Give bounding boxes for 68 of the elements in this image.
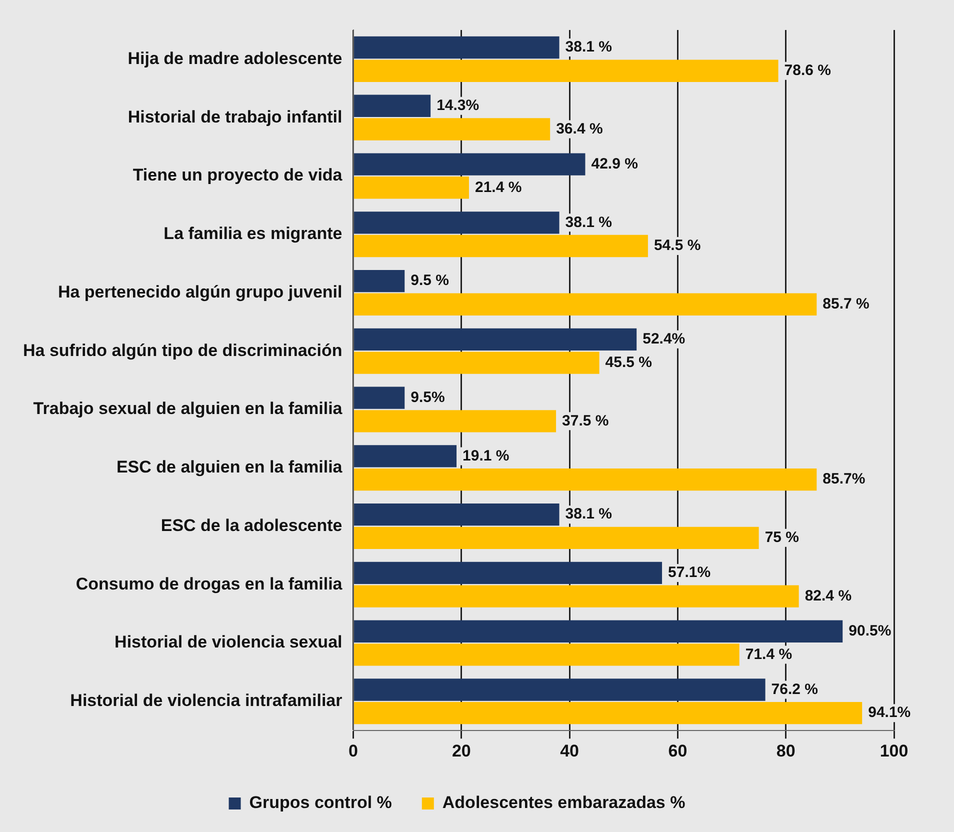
data-label: 71.4 %	[745, 646, 792, 663]
bar	[354, 293, 817, 316]
bar	[354, 526, 759, 550]
y-tick-label: La familia es migrante	[164, 224, 342, 244]
bar	[354, 702, 862, 724]
data-label: 19.1 %	[462, 447, 510, 464]
x-tick-label: 60	[668, 741, 688, 760]
bar	[354, 410, 556, 432]
data-label: 9.5 %	[410, 272, 449, 290]
y-tick-label: Historial de trabajo infantil	[128, 107, 342, 126]
bar	[354, 620, 843, 642]
bar	[354, 445, 457, 468]
data-label: 94.1%	[868, 704, 911, 722]
bar	[354, 270, 405, 292]
data-label: 75 %	[764, 529, 800, 546]
bar	[354, 503, 560, 526]
x-tick-label: 100	[880, 741, 908, 760]
bar	[354, 352, 600, 374]
bar	[354, 562, 662, 584]
data-label: 52.4%	[642, 330, 686, 348]
data-label: 9.5%	[410, 388, 445, 406]
bar	[354, 585, 799, 608]
data-label: 85.7%	[822, 470, 866, 488]
legend-label: Grupos control %	[249, 793, 392, 812]
y-tick-label: Ha sufrido algún tipo de discriminación	[22, 340, 342, 360]
data-label: 36.4 %	[556, 120, 603, 138]
data-label: 45.5 %	[605, 354, 652, 371]
x-tick-label: 0	[348, 741, 358, 760]
data-label: 38.1 %	[565, 38, 612, 56]
data-label: 90.5%	[848, 622, 892, 640]
y-tick-label: ESC de alguien en la familia	[116, 458, 343, 477]
data-label: 57.1%	[668, 564, 711, 582]
bar	[354, 386, 405, 409]
bar	[354, 118, 550, 140]
y-tick-label: ESC de la adolescente	[160, 516, 342, 535]
x-tick-label: 80	[776, 741, 796, 760]
y-tick-label: Tiene un proyecto de vida	[132, 166, 343, 185]
data-label: 42.9 %	[591, 155, 638, 172]
legend-label: Adolescentes embarazadas %	[442, 793, 686, 812]
bar	[354, 678, 766, 701]
data-label: 14.3%	[436, 97, 480, 114]
data-label: 85.7 %	[822, 296, 870, 313]
bar	[354, 94, 431, 117]
bar	[354, 60, 778, 82]
data-label: 21.4 %	[474, 178, 522, 196]
y-tick-label: Hija de madre adolescente	[128, 48, 342, 68]
bar	[354, 212, 560, 234]
y-tick-label: Ha pertenecido algún grupo juvenil	[58, 282, 342, 302]
bar	[354, 644, 740, 666]
y-tick-label: Historial de violencia sexual	[114, 632, 342, 652]
bar	[354, 328, 637, 351]
bar	[354, 468, 817, 491]
bar	[354, 234, 648, 258]
bar	[354, 176, 469, 199]
bar	[354, 36, 560, 59]
data-label: 78.6 %	[784, 62, 831, 80]
x-tick-label: 40	[560, 741, 580, 760]
y-tick-label: Historial de violencia intrafamiliar	[70, 691, 343, 710]
data-label: 37.5 %	[562, 412, 609, 430]
data-label: 38.1 %	[565, 506, 612, 523]
y-tick-label: Trabajo sexual de alguien en la familia	[33, 399, 343, 418]
data-label: 54.5 %	[654, 237, 701, 254]
bar	[354, 153, 586, 176]
data-label: 76.2 %	[771, 680, 818, 698]
x-tick-label: 20	[452, 741, 471, 760]
y-tick-label: Consumo de drogas en la familia	[76, 574, 343, 594]
data-label: 38.1 %	[565, 214, 612, 231]
data-label: 82.4 %	[804, 587, 852, 604]
